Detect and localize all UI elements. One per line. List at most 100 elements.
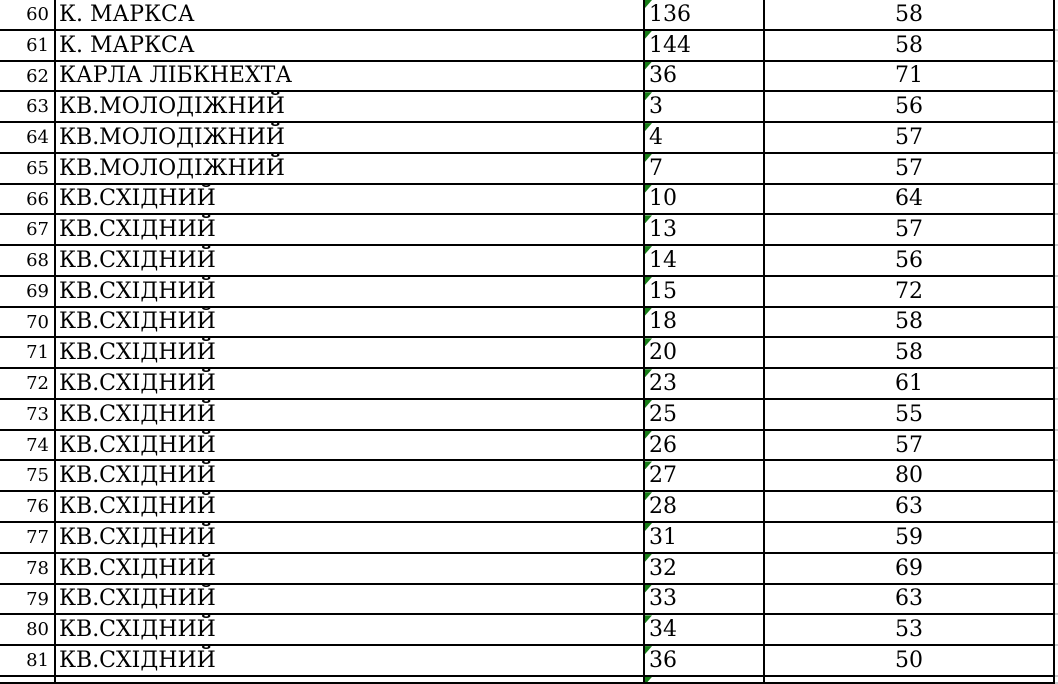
cell-street-name[interactable]: КВ.СХІДНИЙ bbox=[56, 215, 645, 247]
cell-row-number[interactable]: 68 bbox=[0, 246, 56, 277]
cell-street-name[interactable]: КВ.СХІДНИЙ bbox=[56, 307, 645, 339]
cell-value[interactable]: 56 bbox=[765, 92, 1055, 124]
cell-house-number[interactable]: 26 bbox=[645, 430, 765, 462]
error-indicator-icon bbox=[645, 461, 652, 470]
table-row: 73 КВ.СХІДНИЙ 25 55 bbox=[0, 399, 1058, 431]
cell-row-number[interactable] bbox=[0, 676, 56, 684]
cell-house-number[interactable]: 136 bbox=[645, 0, 765, 31]
cell-row-number[interactable]: 79 bbox=[0, 584, 56, 616]
cell-house-number[interactable]: 20 bbox=[645, 338, 765, 370]
cell-street-name[interactable]: КВ.СХІДНИЙ bbox=[56, 184, 645, 216]
cell-value[interactable]: 57 bbox=[765, 215, 1055, 247]
cell-value[interactable]: 61 bbox=[765, 369, 1055, 400]
cell-house-number[interactable]: 7 bbox=[645, 153, 765, 185]
cell-house-number[interactable]: 15 bbox=[645, 276, 765, 308]
cell-value[interactable]: 63 bbox=[765, 492, 1055, 524]
cell-value[interactable]: 59 bbox=[765, 523, 1055, 554]
cell-street-name[interactable]: КВ.СХІДНИЙ bbox=[56, 399, 645, 431]
table-row: 80 КВ.СХІДНИЙ 34 53 bbox=[0, 615, 1058, 647]
cell-street-name[interactable]: КВ.СХІДНИЙ bbox=[56, 276, 645, 308]
cell-street-name[interactable]: КВ.МОЛОДІЖНИЙ bbox=[56, 92, 645, 124]
cell-house-number[interactable]: 31 bbox=[645, 523, 765, 554]
error-indicator-icon bbox=[645, 123, 652, 132]
cell-row-number[interactable]: 75 bbox=[0, 461, 56, 493]
cell-row-number[interactable]: 63 bbox=[0, 92, 56, 124]
cell-value[interactable]: 63 bbox=[765, 584, 1055, 616]
cell-row-number[interactable]: 72 bbox=[0, 369, 56, 400]
cell-street-name[interactable]: К. МАРКСА bbox=[56, 0, 645, 31]
cell-value[interactable]: 72 bbox=[765, 276, 1055, 308]
cell-house-number[interactable]: 32 bbox=[645, 553, 765, 585]
cell-value[interactable]: 53 bbox=[765, 615, 1055, 647]
cell-house-number[interactable]: 3 bbox=[645, 92, 765, 124]
cell-street-name[interactable]: КВ.СХІДНИЙ bbox=[56, 430, 645, 462]
cell-row-number[interactable]: 61 bbox=[0, 30, 56, 62]
cell-street-name[interactable]: КВ.СХІДНИЙ bbox=[56, 338, 645, 370]
cell-street-name[interactable]: КАРЛА ЛІБКНЕХТА bbox=[56, 61, 645, 93]
cell-value[interactable]: 56 bbox=[765, 246, 1055, 277]
cell-value[interactable]: 71 bbox=[765, 61, 1055, 93]
cell-value[interactable]: 50 bbox=[765, 646, 1055, 677]
cell-street-name[interactable]: КВ.СХІДНИЙ bbox=[56, 584, 645, 616]
error-indicator-icon bbox=[645, 276, 652, 285]
cell-row-number[interactable]: 69 bbox=[0, 276, 56, 308]
cell-row-number[interactable]: 60 bbox=[0, 0, 56, 31]
cell-street-name[interactable]: К. МАРКСА bbox=[56, 30, 645, 62]
cell-row-number[interactable]: 76 bbox=[0, 492, 56, 524]
cell-row-number[interactable]: 80 bbox=[0, 615, 56, 647]
cell-house-number[interactable]: 33 bbox=[645, 584, 765, 616]
cell-street-name[interactable]: КВ.СХІДНИЙ bbox=[56, 646, 645, 677]
cell-house-number[interactable] bbox=[645, 676, 765, 684]
cell-value[interactable]: 58 bbox=[765, 307, 1055, 339]
table-row bbox=[0, 676, 1058, 684]
error-indicator-icon bbox=[645, 307, 652, 316]
cell-street-name[interactable]: КВ.МОЛОДІЖНИЙ bbox=[56, 153, 645, 185]
cell-house-number[interactable]: 23 bbox=[645, 369, 765, 400]
cell-house-number[interactable]: 27 bbox=[645, 461, 765, 493]
cell-street-name[interactable]: КВ.СХІДНИЙ bbox=[56, 492, 645, 524]
cell-row-number[interactable]: 78 bbox=[0, 553, 56, 585]
cell-street-name[interactable]: КВ.МОЛОДІЖНИЙ bbox=[56, 123, 645, 154]
cell-value[interactable]: 58 bbox=[765, 30, 1055, 62]
cell-value[interactable]: 57 bbox=[765, 123, 1055, 154]
cell-house-number[interactable]: 25 bbox=[645, 399, 765, 431]
cell-street-name[interactable] bbox=[56, 676, 645, 684]
cell-value[interactable]: 58 bbox=[765, 338, 1055, 370]
cell-row-number[interactable]: 65 bbox=[0, 153, 56, 185]
cell-street-name[interactable]: КВ.СХІДНИЙ bbox=[56, 523, 645, 554]
cell-row-number[interactable]: 67 bbox=[0, 215, 56, 247]
cell-house-number[interactable]: 36 bbox=[645, 646, 765, 677]
cell-value[interactable]: 57 bbox=[765, 153, 1055, 185]
cell-value[interactable]: 64 bbox=[765, 184, 1055, 216]
cell-row-number[interactable]: 70 bbox=[0, 307, 56, 339]
cell-value[interactable] bbox=[765, 676, 1055, 684]
cell-row-number[interactable]: 74 bbox=[0, 430, 56, 462]
outside-grid-sliver bbox=[1055, 492, 1058, 524]
cell-value[interactable]: 57 bbox=[765, 430, 1055, 462]
cell-value[interactable]: 80 bbox=[765, 461, 1055, 493]
cell-street-name[interactable]: КВ.СХІДНИЙ bbox=[56, 246, 645, 277]
cell-row-number[interactable]: 64 bbox=[0, 123, 56, 154]
cell-row-number[interactable]: 77 bbox=[0, 523, 56, 554]
cell-row-number[interactable]: 66 bbox=[0, 184, 56, 216]
cell-value[interactable]: 55 bbox=[765, 399, 1055, 431]
cell-house-number[interactable]: 13 bbox=[645, 215, 765, 247]
cell-house-number[interactable]: 34 bbox=[645, 615, 765, 647]
cell-house-number[interactable]: 18 bbox=[645, 307, 765, 339]
cell-house-number[interactable]: 144 bbox=[645, 30, 765, 62]
cell-value[interactable]: 69 bbox=[765, 553, 1055, 585]
cell-row-number[interactable]: 73 bbox=[0, 399, 56, 431]
cell-house-number[interactable]: 10 bbox=[645, 184, 765, 216]
cell-house-number[interactable]: 4 bbox=[645, 123, 765, 154]
cell-street-name[interactable]: КВ.СХІДНИЙ bbox=[56, 553, 645, 585]
cell-house-number[interactable]: 14 bbox=[645, 246, 765, 277]
cell-value[interactable]: 58 bbox=[765, 0, 1055, 31]
cell-street-name[interactable]: КВ.СХІДНИЙ bbox=[56, 461, 645, 493]
cell-street-name[interactable]: КВ.СХІДНИЙ bbox=[56, 369, 645, 400]
cell-house-number[interactable]: 28 bbox=[645, 492, 765, 524]
cell-row-number[interactable]: 81 bbox=[0, 646, 56, 677]
cell-row-number[interactable]: 62 bbox=[0, 61, 56, 93]
cell-street-name[interactable]: КВ.СХІДНИЙ bbox=[56, 615, 645, 647]
cell-row-number[interactable]: 71 bbox=[0, 338, 56, 370]
cell-house-number[interactable]: 36 bbox=[645, 61, 765, 93]
